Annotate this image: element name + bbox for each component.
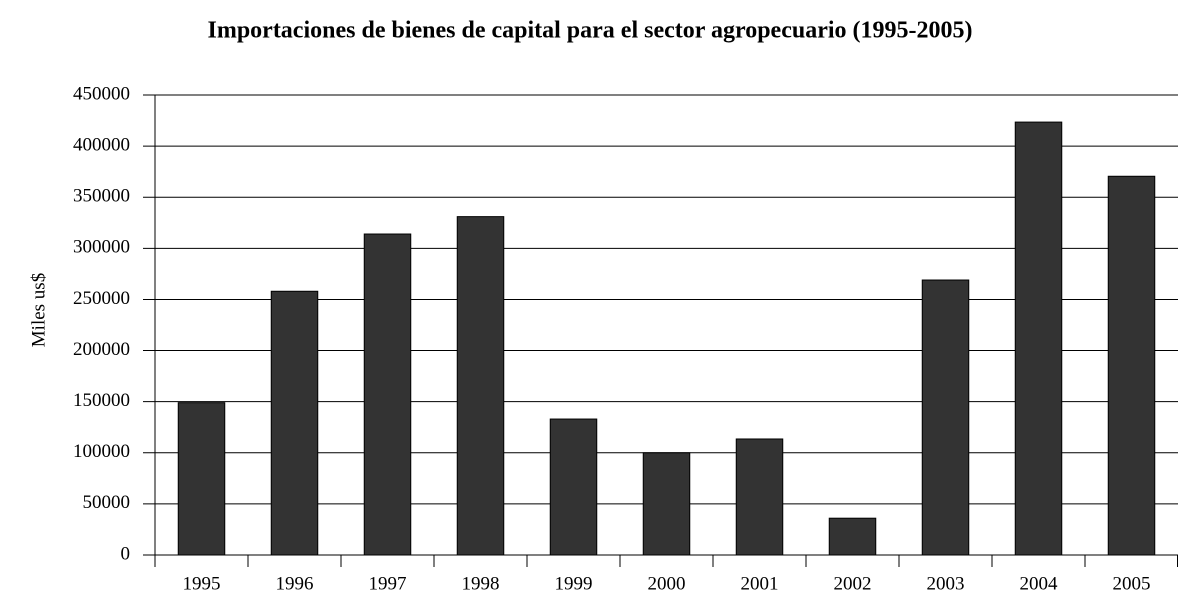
y-tick-label: 200000 [73,339,130,360]
x-tick-label: 2001 [741,573,779,594]
x-tick-label: 2000 [648,573,686,594]
y-tick-label: 150000 [73,390,130,411]
x-tick-label: 2004 [1020,573,1059,594]
y-tick-label: 400000 [73,134,130,155]
y-axis-label: Miles us$ [28,273,49,347]
x-tick-label: 1997 [369,573,407,594]
x-tick-label: 1998 [462,573,500,594]
y-tick-label: 0 [121,543,131,564]
bar [363,233,412,556]
x-tick-label: 2005 [1113,573,1151,594]
y-tick-label: 300000 [73,237,130,258]
y-tick-label: 50000 [83,492,131,513]
bar [456,216,505,556]
bar [1107,175,1156,556]
bar [642,452,691,556]
x-tick-label: 1999 [555,573,593,594]
y-tick-label: 100000 [73,441,130,462]
y-tick-label: 250000 [73,288,130,309]
bar [549,418,598,556]
bar [270,290,319,556]
y-tick-label: 450000 [73,83,130,104]
x-tick-label: 1995 [183,573,221,594]
x-tick-label: 1996 [276,573,314,594]
x-tick-label: 2002 [834,573,872,594]
bar [177,402,226,556]
x-tick-label: 2003 [927,573,965,594]
bar [828,517,877,556]
bar [1014,121,1063,556]
bar [921,279,970,556]
chart-title: Importaciones de bienes de capital para … [207,18,972,44]
y-tick-label: 350000 [73,186,130,207]
bar [735,438,784,556]
